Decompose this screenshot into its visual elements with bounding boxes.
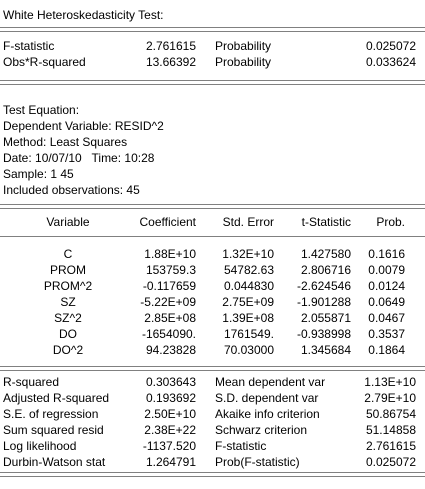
method: Method: Least Squares: [3, 135, 128, 149]
summary-value: 2.761615: [365, 439, 416, 453]
stat-value: 2.761615: [145, 39, 196, 53]
summary-label: Schwarz criterion: [215, 423, 308, 437]
summary-value: 0.303643: [145, 375, 196, 389]
cell-prob: 0.1616: [368, 247, 405, 261]
cell-prob: 0.0124: [368, 279, 405, 293]
divider: [0, 366, 425, 367]
date-time: Date: 10/07/10 Time: 10:28: [3, 151, 155, 165]
cell-variable: DO: [59, 327, 77, 341]
cell-prob: 0.0079: [368, 263, 405, 277]
divider: [0, 84, 425, 85]
cell-std-error: 2.75E+09: [222, 295, 274, 309]
equation-heading: Test Equation:: [3, 103, 80, 117]
test-title: White Heteroskedasticity Test:: [3, 8, 164, 22]
cell-t-statistic: -1.901288: [296, 295, 351, 309]
cell-std-error: 54782.63: [223, 263, 274, 277]
col-header-std-error: Std. Error: [222, 215, 274, 229]
summary-label: Mean dependent var: [215, 375, 326, 389]
cell-std-error: 1761549.: [223, 327, 274, 341]
dependent-variable: Dependent Variable: RESID^2: [3, 119, 164, 133]
cell-coefficient: -1654090.: [141, 327, 196, 341]
summary-value: 1.264791: [145, 455, 196, 469]
cell-std-error: 0.044830: [223, 279, 274, 293]
cell-t-statistic: 1.345684: [300, 343, 351, 357]
col-header-t-statistic: t-Statistic: [301, 215, 351, 229]
cell-coefficient: -0.117659: [142, 279, 196, 293]
prob-value: 0.025072: [365, 39, 416, 53]
cell-variable: C: [63, 247, 73, 261]
included-observations: Included observations: 45: [3, 183, 140, 197]
cell-t-statistic: 2.806716: [300, 263, 351, 277]
summary-label: R-squared: [3, 375, 60, 389]
cell-coefficient: 153759.3: [145, 263, 196, 277]
cell-t-statistic: 2.055871: [300, 311, 351, 325]
stat-value: 13.66392: [145, 55, 196, 69]
cell-coefficient: 1.88E+10: [144, 247, 196, 261]
summary-value: 2.79E+10: [364, 391, 416, 405]
sample: Sample: 1 45: [3, 167, 74, 181]
stat-label: F-statistic: [3, 39, 55, 53]
cell-std-error: 70.03000: [223, 343, 274, 357]
cell-variable: DO^2: [52, 343, 84, 357]
cell-prob: 0.0467: [368, 311, 405, 325]
divider: [0, 31, 425, 32]
cell-t-statistic: 1.427580: [300, 247, 351, 261]
col-header-variable: Variable: [46, 215, 90, 229]
cell-coefficient: 94.23828: [145, 343, 196, 357]
col-header-coefficient: Coefficient: [139, 215, 196, 229]
summary-label: Akaike info criterion: [215, 407, 320, 421]
cell-variable: PROM^2: [43, 279, 93, 293]
divider: [0, 236, 425, 237]
summary-label: Adjusted R-squared: [3, 391, 110, 405]
summary-value: -1137.520: [142, 439, 196, 453]
cell-t-statistic: -0.938998: [296, 327, 351, 341]
divider: [0, 204, 425, 205]
prob-label: Probability: [215, 55, 272, 69]
cell-variable: PROM: [50, 263, 86, 277]
divider: [0, 472, 425, 473]
stat-label: Obs*R-squared: [3, 55, 86, 69]
summary-value: 51.14858: [365, 423, 416, 437]
cell-coefficient: 2.85E+08: [144, 311, 196, 325]
summary-label: F-statistic: [215, 439, 267, 453]
summary-value: 0.193692: [145, 391, 196, 405]
summary-label: Prob(F-statistic): [215, 455, 300, 469]
summary-label: S.E. of regression: [3, 407, 99, 421]
cell-variable: SZ: [60, 295, 76, 309]
cell-variable: SZ^2: [54, 311, 82, 325]
summary-label: Durbin-Watson stat: [3, 455, 106, 469]
cell-t-statistic: -2.624546: [296, 279, 351, 293]
summary-label: Sum squared resid: [3, 423, 104, 437]
cell-prob: 0.0649: [368, 295, 405, 309]
divider: [0, 476, 425, 477]
summary-label: S.D. dependent var: [215, 391, 319, 405]
summary-value: 0.025072: [365, 455, 416, 469]
summary-value: 2.50E+10: [144, 407, 196, 421]
cell-prob: 0.1864: [368, 343, 405, 357]
cell-coefficient: -5.22E+09: [140, 295, 196, 309]
divider: [0, 208, 425, 209]
summary-value: 1.13E+10: [364, 375, 416, 389]
divider: [0, 370, 425, 371]
summary-value: 2.38E+22: [144, 423, 196, 437]
summary-value: 50.86754: [365, 407, 416, 421]
prob-label: Probability: [215, 39, 272, 53]
divider: [0, 80, 425, 81]
cell-std-error: 1.32E+10: [222, 247, 274, 261]
cell-prob: 0.3537: [368, 327, 405, 341]
summary-label: Log likelihood: [3, 439, 77, 453]
prob-value: 0.033624: [365, 55, 416, 69]
divider: [0, 27, 425, 28]
col-header-prob: Prob.: [376, 215, 405, 229]
cell-std-error: 1.39E+08: [222, 311, 274, 325]
